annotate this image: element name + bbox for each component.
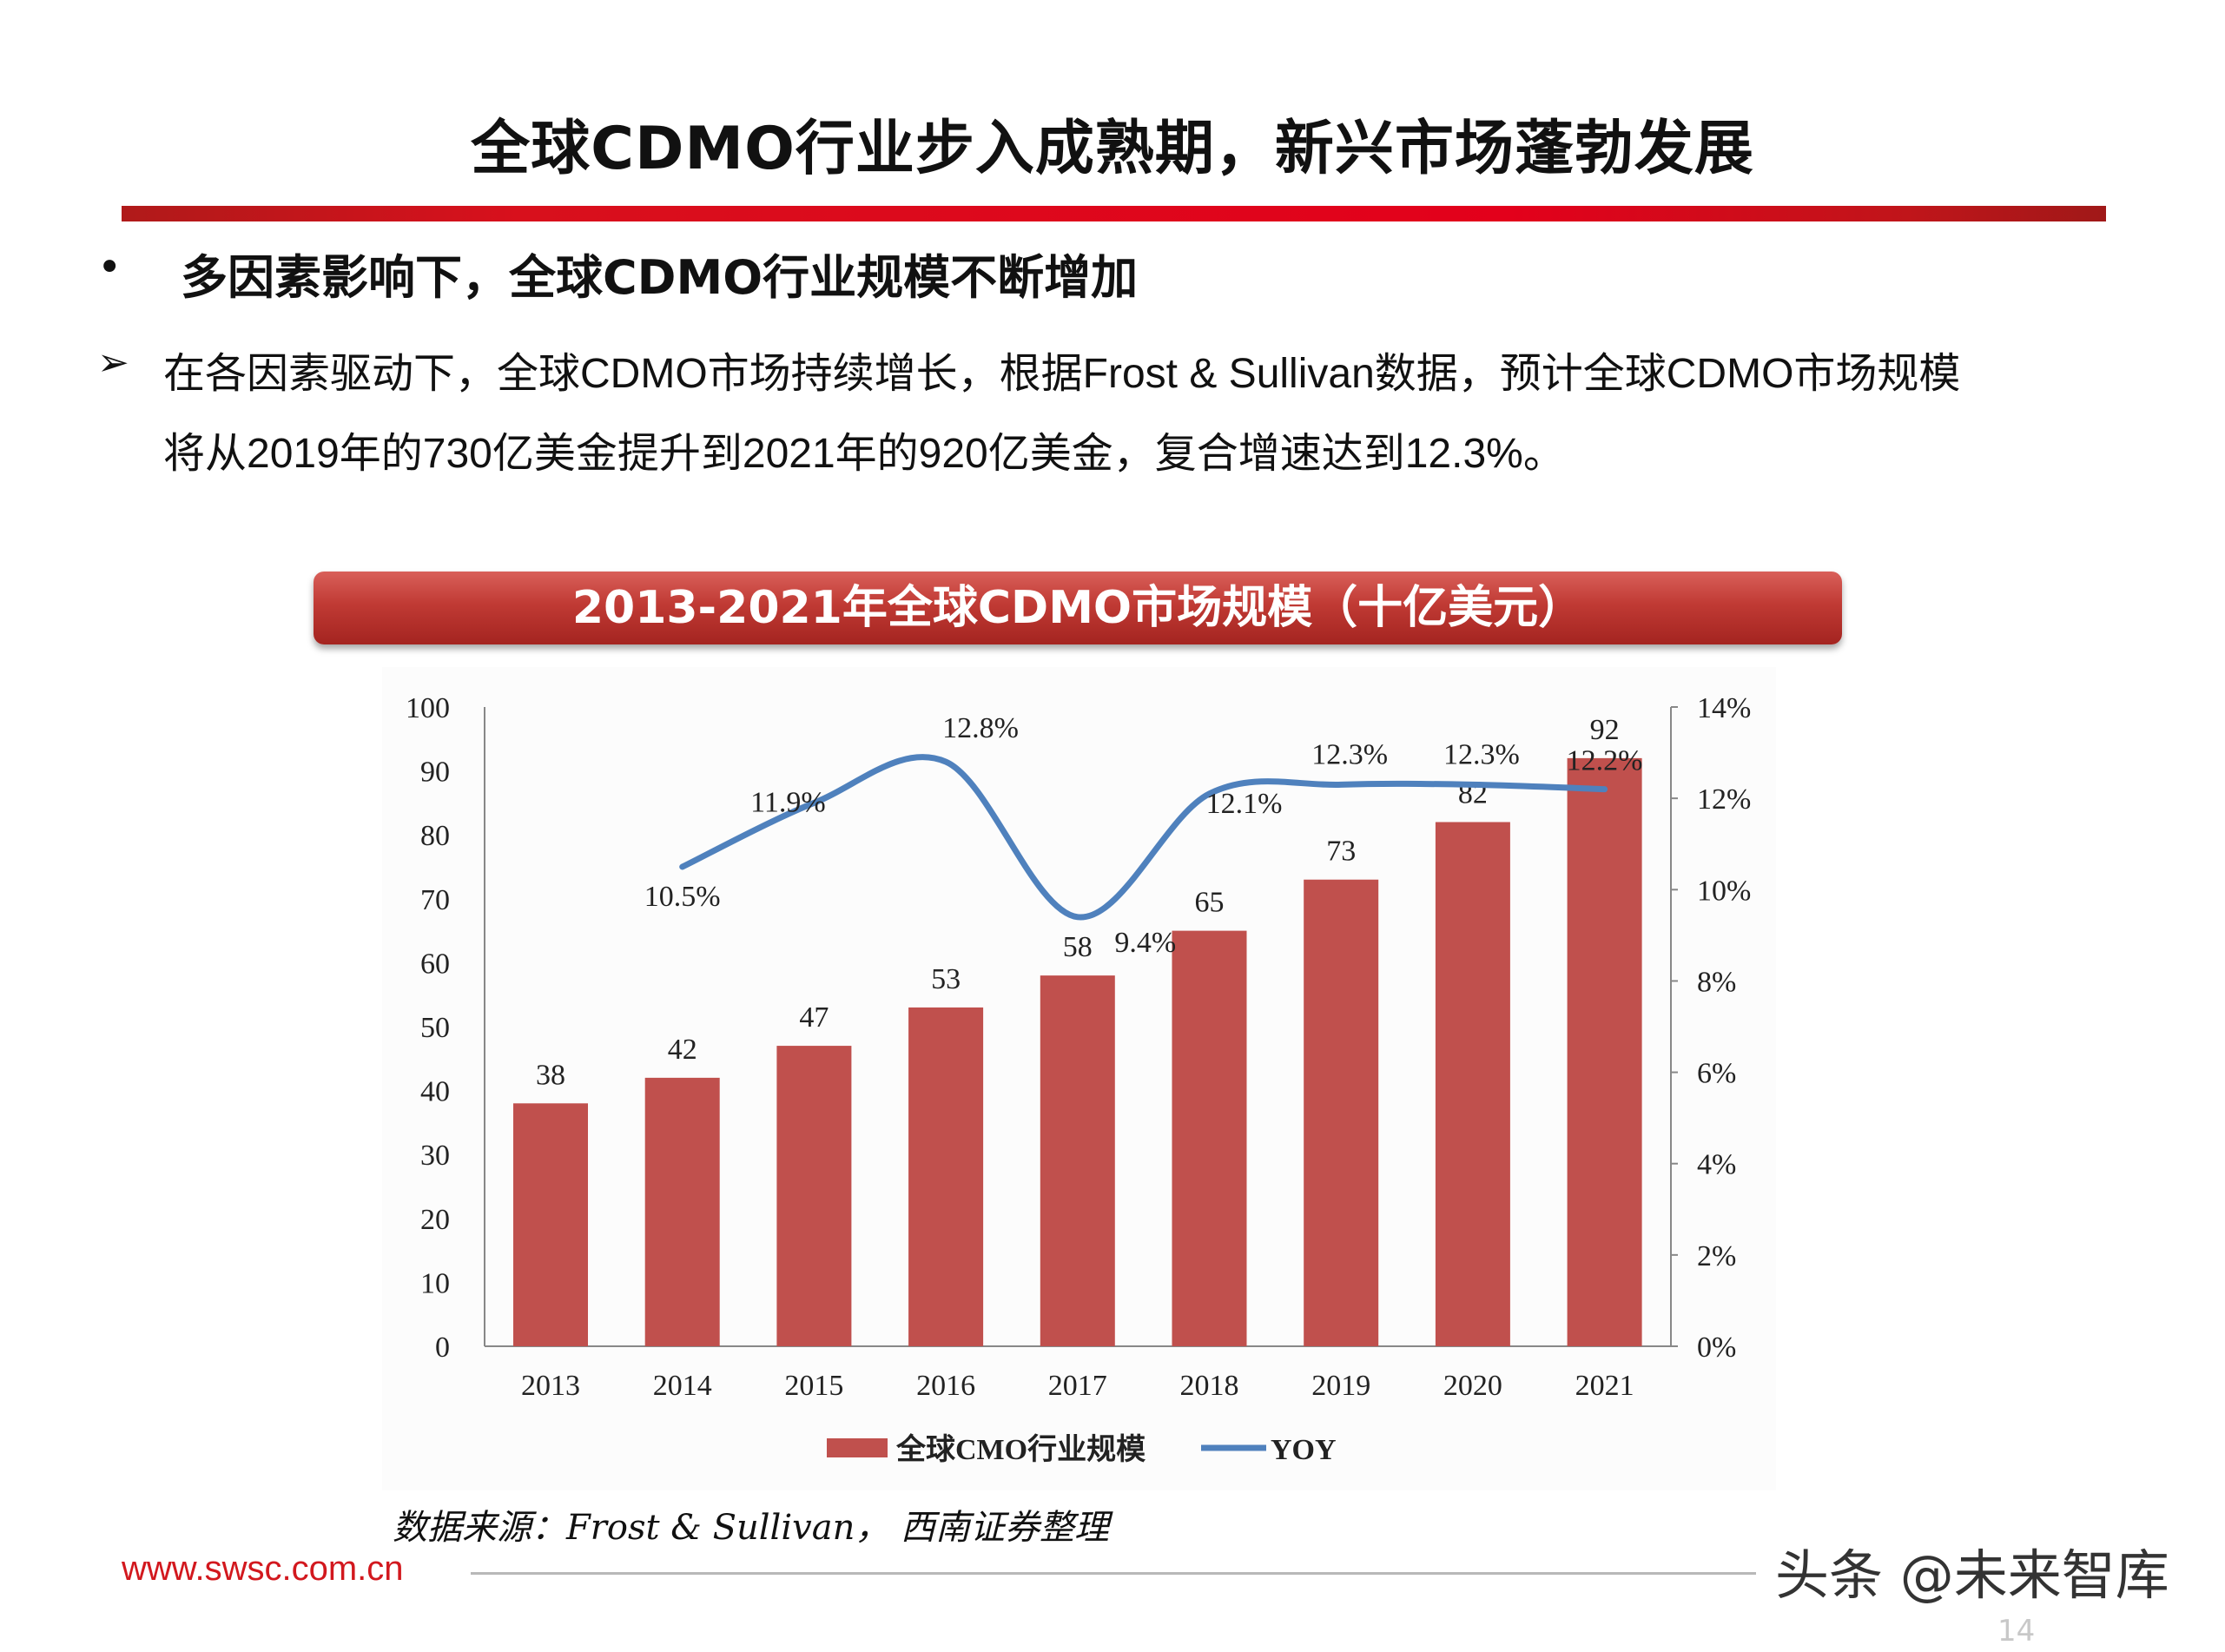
title-divider xyxy=(122,206,2106,221)
bar-2014 xyxy=(644,1077,720,1346)
left-tick-label: 100 xyxy=(406,692,450,724)
yoy-point xyxy=(1471,783,1474,786)
left-tick-label: 40 xyxy=(420,1076,450,1108)
x-tick-label: 2017 xyxy=(1048,1370,1107,1402)
page-number: 14 xyxy=(1997,1614,2036,1649)
left-tick-label: 0 xyxy=(435,1332,450,1364)
left-tick-label: 20 xyxy=(420,1204,450,1236)
x-tick-label: 2020 xyxy=(1443,1370,1502,1402)
yoy-value-label: 12.3% xyxy=(1311,738,1388,770)
bar-2019 xyxy=(1304,879,1379,1346)
right-tick-label: 8% xyxy=(1697,966,1736,998)
bar-2021 xyxy=(1567,757,1642,1346)
right-tick-label: 2% xyxy=(1697,1240,1736,1272)
bar-value-label: 53 xyxy=(931,963,961,995)
bar-value-label: 42 xyxy=(668,1034,697,1066)
bar-2017 xyxy=(1040,975,1115,1346)
legend-bar-label: 全球CMO行业规模 xyxy=(895,1432,1146,1466)
bar-value-label: 65 xyxy=(1195,887,1225,919)
bullet-heading: 多因素影响下，全球CDMO行业规模不断增加 xyxy=(181,250,1139,305)
left-tick-label: 50 xyxy=(420,1012,450,1044)
paragraph-line-2: 将从2019年的730亿美金提升到2021年的920亿美金，复合增速达到12.3… xyxy=(163,431,1565,477)
yoy-point xyxy=(1076,915,1079,918)
x-tick-label: 2015 xyxy=(784,1370,843,1402)
left-tick-label: 10 xyxy=(420,1267,450,1299)
right-tick-label: 12% xyxy=(1697,783,1751,816)
x-tick-label: 2016 xyxy=(916,1370,975,1402)
yoy-value-label: 12.1% xyxy=(1206,788,1283,820)
bar-2015 xyxy=(776,1046,852,1346)
left-tick-label: 90 xyxy=(420,757,450,789)
yoy-point xyxy=(1208,792,1211,795)
x-tick-label: 2014 xyxy=(653,1370,712,1402)
bar-2018 xyxy=(1172,930,1247,1346)
arrow-bullet-icon: ➢ xyxy=(97,340,129,385)
right-tick-label: 0% xyxy=(1697,1332,1736,1364)
yoy-value-label: 11.9% xyxy=(750,786,826,818)
yoy-point xyxy=(1340,783,1343,786)
yoy-value-label: 12.3% xyxy=(1443,738,1520,770)
x-tick-label: 2018 xyxy=(1180,1370,1239,1402)
yoy-value-label: 9.4% xyxy=(1114,927,1176,959)
x-tick-label: 2021 xyxy=(1575,1370,1634,1402)
watermark: 头条 @未来智库 xyxy=(1775,1543,2169,1607)
right-tick-label: 14% xyxy=(1697,692,1751,724)
yoy-value-label: 10.5% xyxy=(644,881,721,913)
left-tick-label: 30 xyxy=(420,1140,450,1172)
left-tick-label: 80 xyxy=(420,820,450,852)
right-tick-label: 10% xyxy=(1697,875,1751,907)
bar-value-label: 38 xyxy=(536,1059,565,1091)
x-tick-label: 2013 xyxy=(521,1370,580,1402)
bar-2020 xyxy=(1435,822,1510,1346)
footer-divider xyxy=(471,1572,1756,1575)
left-tick-label: 60 xyxy=(420,948,450,980)
slide-title: 全球CDMO行业步入成熟期，新兴市场蓬勃发展 xyxy=(471,115,1754,183)
chart-title-banner: 2013-2021年全球CDMO市场规模（十亿美元） xyxy=(314,572,1842,644)
right-tick-label: 4% xyxy=(1697,1149,1736,1181)
x-tick-label: 2019 xyxy=(1311,1370,1370,1402)
legend-line-label: YOY xyxy=(1271,1434,1337,1466)
bar-value-label: 92 xyxy=(1590,714,1620,746)
bar-value-label: 47 xyxy=(799,1001,829,1034)
yoy-point xyxy=(1603,788,1606,790)
yoy-point xyxy=(681,866,683,868)
yoy-line xyxy=(679,754,1608,921)
paragraph-line-1: 在各因素驱动下，全球CDMO市场持续增长，根据Frost & Sullivan数… xyxy=(163,351,1961,397)
data-source: 数据来源：Frost & Sullivan， 西南证券整理 xyxy=(393,1508,1110,1548)
bullet-marker: • xyxy=(97,243,122,292)
right-tick-label: 6% xyxy=(1697,1058,1736,1090)
yoy-point xyxy=(813,802,815,804)
bar-2016 xyxy=(908,1007,984,1346)
legend-bar-swatch xyxy=(827,1438,888,1457)
yoy-value-label: 12.8% xyxy=(942,712,1019,744)
website-url[interactable]: www.swsc.com.cn xyxy=(122,1550,404,1588)
yoy-point xyxy=(945,761,947,763)
left-tick-label: 70 xyxy=(420,884,450,916)
bar-value-label: 73 xyxy=(1326,836,1356,868)
bar-value-label: 58 xyxy=(1063,931,1093,963)
yoy-value-label: 12.2% xyxy=(1567,745,1643,777)
bar-2013 xyxy=(513,1103,588,1346)
